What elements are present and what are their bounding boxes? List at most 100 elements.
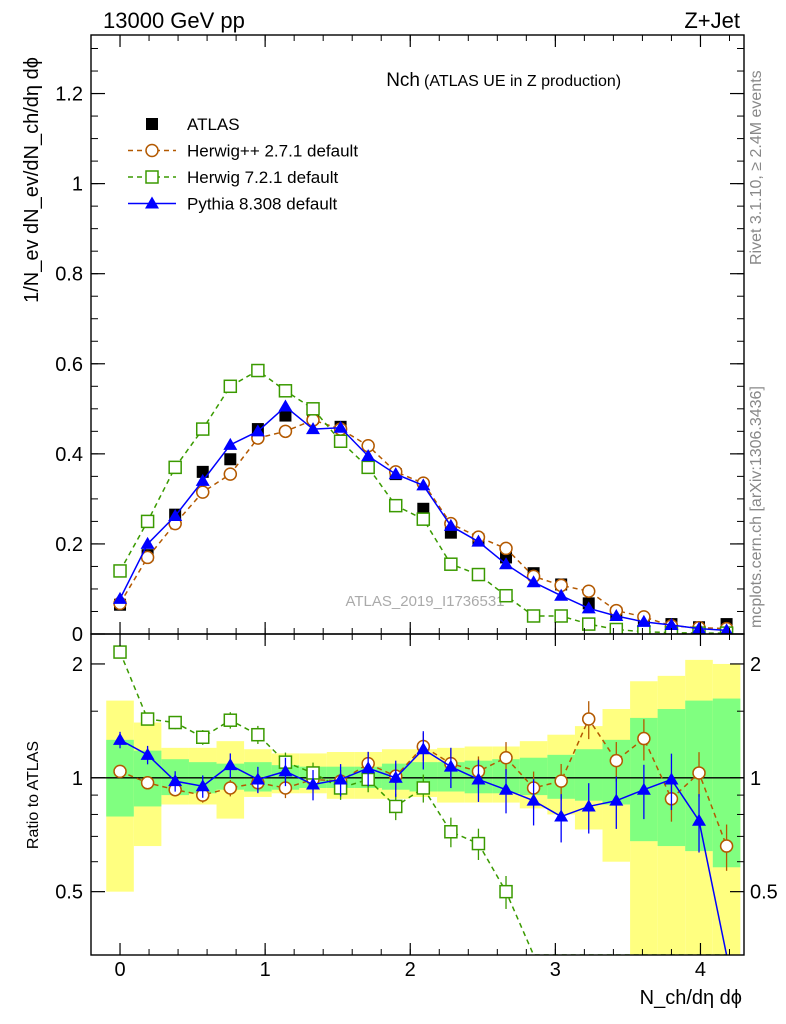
ratio-point — [388, 799, 403, 814]
data-point — [581, 584, 596, 598]
ratio-tick-label: 1 — [72, 768, 83, 790]
x-tick-label: 3 — [550, 959, 561, 981]
data-point — [444, 557, 458, 571]
ratio-point — [333, 772, 348, 785]
data-point — [224, 453, 237, 466]
ratio-point — [195, 730, 210, 745]
ratio-point — [113, 645, 127, 659]
ratio-point — [443, 759, 458, 772]
data-point — [637, 624, 651, 634]
ratio-point — [113, 732, 128, 745]
ratio-line — [119, 717, 728, 847]
ratio-point — [636, 782, 651, 795]
data-point — [279, 409, 292, 422]
ratio-point — [581, 799, 596, 812]
ratio-point — [526, 793, 541, 806]
data-point — [168, 460, 182, 475]
ratio-tick-label-right: 0.5 — [750, 882, 778, 904]
y-tick-label: 0.4 — [55, 444, 83, 466]
legend-label: Herwig 7.2.1 default — [187, 168, 338, 187]
data-point — [196, 465, 209, 478]
ratio-point — [278, 764, 293, 777]
data-point — [223, 437, 238, 450]
data-point — [251, 363, 265, 378]
legend-entry: Herwig++ 2.7.1 default — [128, 142, 358, 161]
data-point — [526, 609, 541, 623]
y-tick-label: 1.2 — [55, 84, 83, 106]
legend-entry: Herwig 7.2.1 default — [128, 168, 338, 187]
ratio-point — [113, 764, 127, 779]
data-point — [333, 434, 348, 448]
analysis-watermark: ATLAS_2019_I1736531 — [345, 593, 504, 610]
ratio-point — [581, 712, 596, 726]
ratio-uncertainty-bands — [106, 659, 741, 955]
data-point — [526, 575, 541, 588]
data-point — [664, 617, 679, 630]
ratio-point — [609, 793, 624, 806]
legend-label: ATLAS — [187, 115, 240, 134]
y-tick-label: 0.6 — [55, 354, 83, 376]
x-tick-label: 1 — [260, 959, 271, 981]
data-point — [140, 536, 155, 549]
ratio-point — [223, 713, 238, 727]
data-point — [388, 498, 403, 513]
ratio-point — [664, 772, 679, 785]
data-point — [223, 467, 238, 481]
ratio-point — [223, 758, 238, 771]
x-tick-label: 4 — [695, 959, 706, 981]
ratio-point — [444, 825, 458, 839]
data-point — [278, 399, 293, 412]
ratio-point — [361, 761, 376, 774]
legend-label: Herwig++ 2.7.1 default — [187, 142, 358, 161]
ratio-point — [416, 742, 431, 755]
mcplots-label: mcplots.cern.ch [arXiv:1306.3436] — [748, 386, 765, 628]
ratio-point — [554, 774, 568, 788]
ratio-tick-label-right: 2 — [750, 654, 761, 676]
ratio-point — [637, 731, 651, 746]
ratio-point — [692, 813, 707, 826]
data-point — [361, 460, 375, 475]
legend-marker — [146, 118, 158, 130]
ratio-point — [499, 884, 513, 899]
data-point — [609, 608, 624, 621]
ratio-point — [499, 782, 514, 795]
legend-entry: Pythia 8.308 default — [128, 195, 338, 214]
data-point — [499, 588, 513, 603]
ratio-point — [692, 766, 706, 780]
data-point — [388, 467, 403, 480]
data-point — [416, 478, 431, 491]
y-tick-label: 0.2 — [55, 534, 83, 556]
data-point — [113, 564, 127, 578]
y-tick-label: 0 — [72, 624, 83, 646]
data-point — [692, 621, 707, 634]
ratio-point — [388, 770, 403, 783]
ratio-point — [168, 715, 182, 730]
data-point — [443, 518, 458, 531]
data-point — [554, 609, 568, 623]
data-point — [333, 420, 348, 433]
ratio-point — [140, 747, 155, 760]
ratio-tick-label: 2 — [72, 654, 83, 676]
ratio-point — [195, 779, 210, 792]
y-tick-label: 1 — [72, 174, 83, 196]
ratio-point — [471, 772, 486, 785]
data-point — [306, 402, 320, 416]
data-point — [499, 541, 513, 556]
ratio-line — [119, 651, 727, 955]
data-point — [140, 514, 155, 529]
ratio-tick-label: 0.5 — [55, 882, 83, 904]
axis-ticks: 0 1 2 3 4 0 0.2 0.4 0.6 0.8 1 1.2 0.5 0.5 1 1 2 2 — [55, 35, 778, 981]
data-point — [416, 512, 431, 526]
data-point — [223, 379, 238, 394]
data-point — [609, 622, 624, 634]
ratio-point — [168, 774, 183, 787]
rivet-label: Rivet 3.1.10, ≥ 2.4M events — [748, 70, 765, 265]
ratio-point — [223, 781, 238, 795]
plot-subtitle: (ATLAS UE in Z production) — [424, 73, 621, 90]
legend-label: Pythia 8.308 default — [187, 195, 338, 214]
x-tick-label: 0 — [114, 959, 125, 981]
ratio-point — [251, 727, 265, 742]
ratio-tick-label-right: 1 — [750, 768, 761, 790]
legend-entry: ATLAS — [146, 115, 240, 134]
